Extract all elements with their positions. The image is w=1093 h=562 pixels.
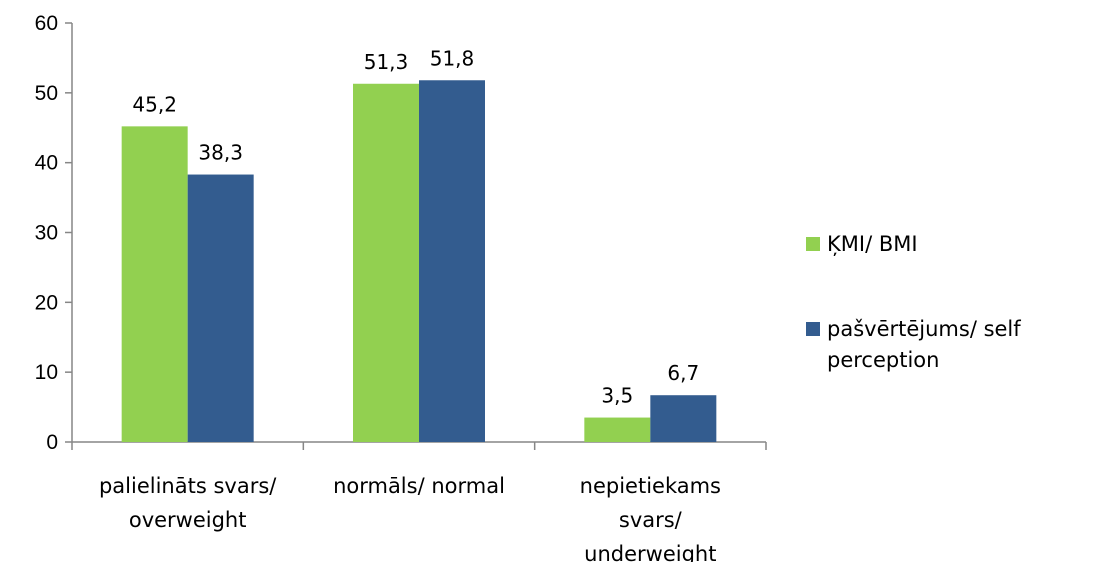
legend-label: pašvērtējums/ self [827,317,1021,341]
y-tick-label: 0 [46,431,58,454]
legend-swatch [806,237,820,251]
legend-swatch [806,322,820,336]
legend: ĶMI/ BMI pašvērtējums/ self perception [806,232,1021,372]
bar [584,417,651,442]
bar [419,80,485,442]
x-category-label: nepietiekams [580,474,721,498]
data-label: 45,2 [132,92,177,116]
data-label: 3,5 [601,384,633,408]
y-tick-label: 60 [35,12,58,35]
x-category-label: overweight [129,508,247,532]
x-axis: palielināts svars/overweight normāls/ nor… [71,441,767,562]
legend-label: ĶMI/ BMI [827,232,918,256]
y-tick-label: 20 [35,291,58,314]
data-label: 38,3 [198,141,243,165]
x-category-label: normāls/ normal [333,474,505,498]
bars: 45,2 38,3 51,3 51,8 3,5 6,7 [121,46,717,442]
data-label: 6,7 [667,361,699,385]
y-axis: 0 10 20 30 40 50 60 [35,12,73,454]
y-tick-label: 30 [35,222,58,245]
legend-label: perception [827,348,939,372]
y-tick-label: 40 [35,152,58,175]
bar [121,126,188,442]
y-tick-label: 10 [35,361,58,384]
x-category-label: underweight [584,542,716,562]
bar [187,174,254,442]
bar [353,83,419,442]
x-category-label: palielināts svars/ [99,474,277,498]
x-category-label: svars/ [619,508,683,532]
bar [650,395,717,442]
y-tick-label: 50 [35,82,58,105]
data-label: 51,8 [430,46,475,70]
data-label: 51,3 [364,50,409,74]
